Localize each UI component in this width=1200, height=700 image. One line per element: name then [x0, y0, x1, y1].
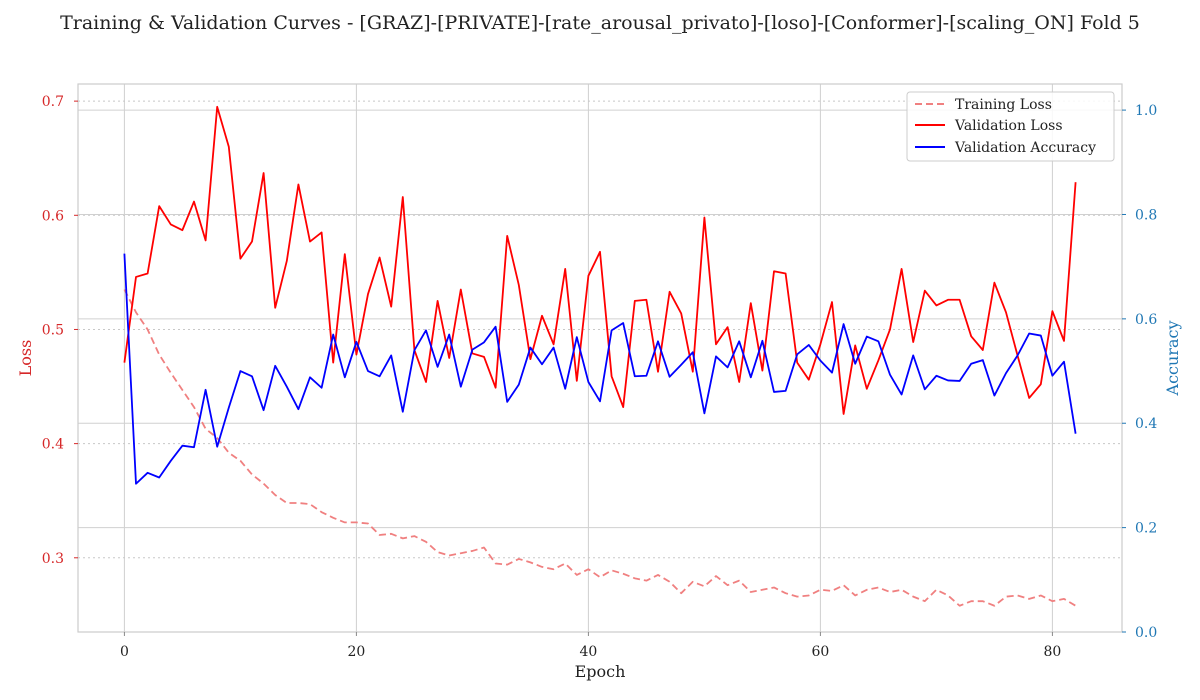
tick-labels: 0 20 40 60 80 0.3 0.4 0.5 0.6 0.7 0.0 0.2 0.4 0.6 0.8 1… [42, 94, 1158, 660]
x-tick-label: 0 [120, 644, 129, 660]
legend-label-validation-loss: Validation Loss [954, 118, 1063, 134]
x-axis-label: Epoch [575, 662, 626, 681]
legend: Training Loss Validation Loss Validation… [906, 91, 1115, 162]
y-right-axis-label: Accuracy [1163, 321, 1182, 397]
y-left-axis-label: Loss [16, 340, 35, 377]
chart-title: Training & Validation Curves - [GRAZ]-[P… [60, 12, 1140, 34]
y-right-tick-label: 0.6 [1135, 312, 1157, 328]
y-left-tick-label: 0.5 [42, 322, 64, 338]
x-tick-label: 80 [1043, 644, 1061, 660]
x-tick-label: 20 [347, 644, 365, 660]
legend-label-validation-accuracy: Validation Accuracy [954, 140, 1096, 156]
y-right-tick-label: 1.0 [1135, 103, 1157, 119]
y-left-tick-label: 0.6 [42, 208, 64, 224]
grid [78, 84, 1122, 632]
plot-frame [77, 83, 1123, 633]
validation-loss-line [123, 105, 1077, 415]
y-left-tick-label: 0.4 [42, 437, 64, 453]
training-loss-line [123, 289, 1077, 607]
y-right-tick-label: 0.2 [1135, 521, 1157, 537]
series-layer [123, 105, 1077, 607]
y-right-tick-label: 0.4 [1135, 416, 1157, 432]
y-left-tick-label: 0.3 [42, 551, 64, 567]
legend-label-training-loss: Training Loss [955, 97, 1052, 113]
validation-accuracy-line [123, 253, 1077, 485]
plot-background [78, 84, 1122, 632]
x-tick-label: 40 [579, 644, 597, 660]
legend-box [906, 91, 1115, 162]
y-right-tick-label: 0.0 [1135, 625, 1157, 641]
y-right-tick-label: 0.8 [1135, 207, 1157, 223]
y-left-tick-label: 0.7 [42, 94, 64, 110]
x-tick-label: 60 [811, 644, 829, 660]
